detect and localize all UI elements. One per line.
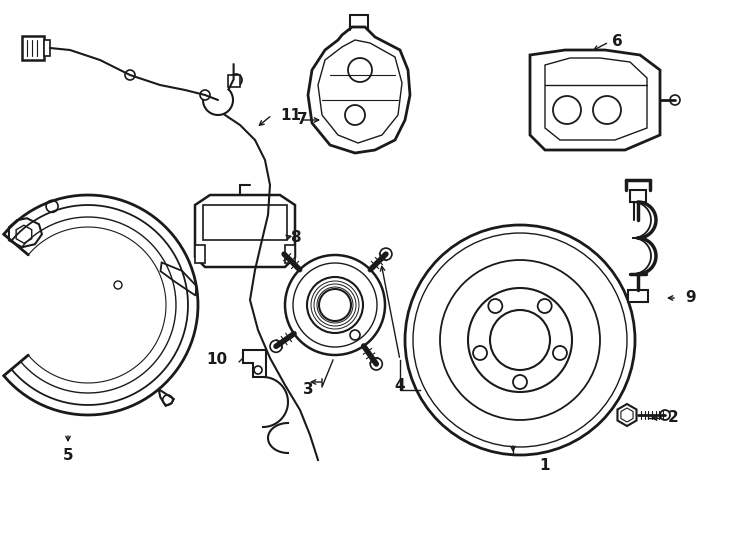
Polygon shape [9, 218, 42, 247]
Text: 8: 8 [290, 231, 301, 246]
Polygon shape [530, 50, 660, 150]
Text: 7: 7 [297, 112, 308, 127]
Text: 11: 11 [280, 107, 301, 123]
Polygon shape [545, 58, 647, 140]
Text: 9: 9 [685, 291, 696, 306]
Polygon shape [195, 195, 295, 267]
Text: 3: 3 [302, 382, 313, 397]
Text: 4: 4 [395, 377, 405, 393]
Polygon shape [285, 245, 295, 263]
Polygon shape [16, 225, 32, 243]
Text: 10: 10 [206, 353, 227, 368]
Circle shape [380, 248, 392, 260]
Text: 6: 6 [611, 35, 622, 50]
Circle shape [125, 70, 135, 80]
Polygon shape [617, 404, 636, 426]
Polygon shape [203, 205, 287, 240]
Circle shape [200, 90, 210, 100]
Text: 2: 2 [668, 410, 679, 426]
Polygon shape [630, 190, 646, 202]
Polygon shape [44, 40, 50, 56]
Polygon shape [159, 389, 174, 406]
Circle shape [270, 340, 282, 352]
Circle shape [230, 74, 242, 86]
Polygon shape [628, 290, 648, 302]
Polygon shape [161, 262, 196, 295]
Polygon shape [195, 245, 205, 263]
Polygon shape [22, 36, 44, 60]
Polygon shape [621, 408, 633, 422]
Polygon shape [243, 350, 266, 377]
Circle shape [370, 358, 382, 370]
Text: 1: 1 [539, 457, 550, 472]
Polygon shape [308, 27, 410, 153]
Polygon shape [228, 75, 240, 87]
Text: 5: 5 [62, 448, 73, 462]
Circle shape [278, 248, 290, 260]
Polygon shape [318, 40, 402, 143]
